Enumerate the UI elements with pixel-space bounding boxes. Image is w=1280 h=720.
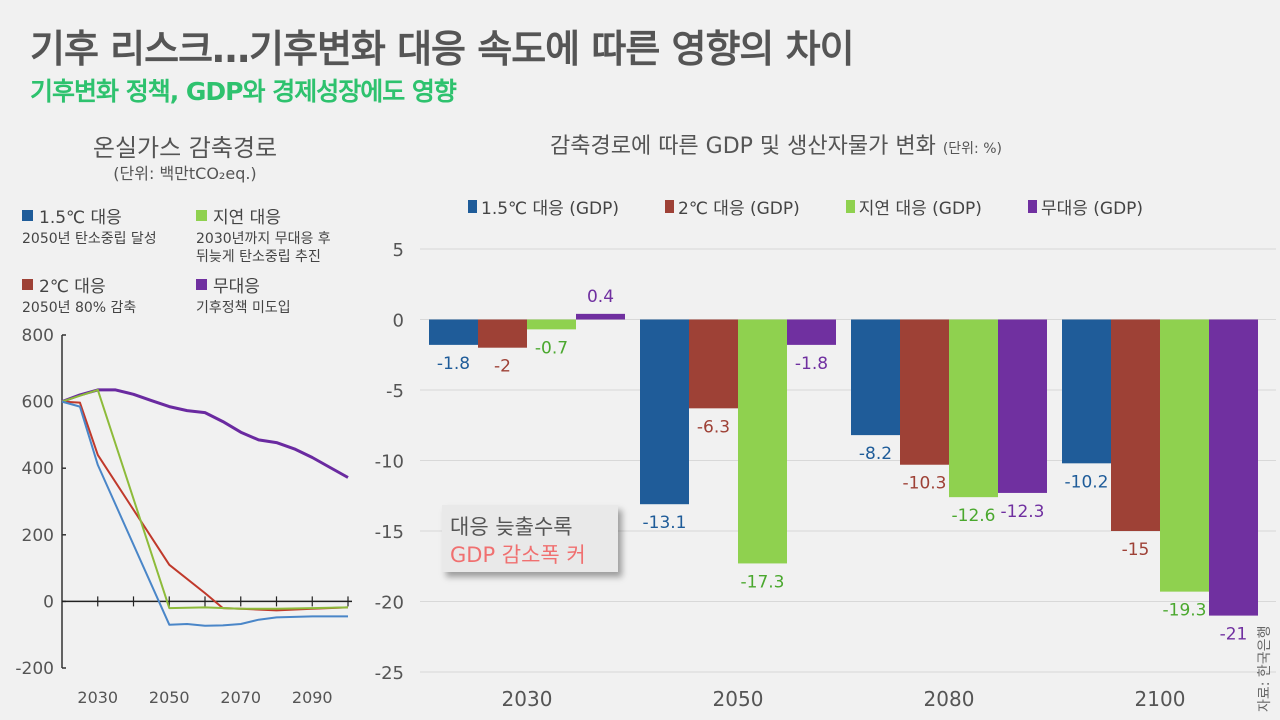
data-label: -1.8: [795, 354, 828, 374]
bar-none: [998, 319, 1047, 493]
data-label: -8.2: [859, 444, 892, 464]
data-label: -12.6: [952, 506, 996, 526]
x-category-label: 2030: [502, 687, 553, 711]
legend-swatch-icon: [1027, 200, 1037, 213]
y-tick-label: 0: [43, 592, 54, 612]
bar-legend-item: 지연 대응 (GDP): [845, 194, 982, 219]
bar-s15: [851, 319, 900, 436]
data-label: -2: [494, 357, 511, 377]
data-label: -21: [1220, 625, 1248, 645]
bar-chart-unit: (단위: %): [942, 141, 1002, 157]
legend-label: 2℃ 대응 (GDP): [678, 199, 800, 219]
bar-legend-item: 무대응 (GDP): [1027, 194, 1144, 219]
data-label: -12.3: [1001, 502, 1045, 522]
bar-chart-title-text: 감축경로에 따른 GDP 및 생산자물가 변화: [550, 134, 936, 159]
bar-s15: [640, 319, 689, 505]
line-chart-title: 온실가스 감축경로: [92, 134, 278, 162]
data-label: -13.1: [643, 513, 687, 533]
bar-s2: [1111, 319, 1160, 531]
legend-swatch-icon: [468, 200, 477, 213]
bar-delay: [949, 319, 998, 498]
x-tick-label: 2050: [149, 688, 190, 707]
y-tick-label: -5: [386, 381, 404, 402]
y-tick-label: -20: [375, 593, 404, 614]
data-label: -6.3: [697, 417, 730, 437]
x-tick-label: 2030: [77, 688, 118, 707]
x-tick-label: 2090: [292, 688, 333, 707]
x-tick-label: 2070: [220, 688, 261, 707]
data-label: -19.3: [1163, 601, 1207, 621]
bar-legend-item: 1.5℃ 대응 (GDP): [468, 194, 619, 219]
legend-label: 지연 대응 (GDP): [858, 199, 982, 219]
data-label: 0.4: [587, 287, 614, 307]
legend-label: 지연 대응: [213, 208, 281, 228]
bar-none: [576, 313, 625, 320]
x-category-label: 2050: [713, 687, 764, 711]
data-label: -15: [1122, 540, 1150, 560]
bar-none: [787, 319, 836, 345]
legend-desc: 뒤늦게 탄소중립 추진: [196, 249, 321, 265]
callout-box: 대응 늦출수록 GDP 감소폭 커: [442, 505, 618, 572]
bar-s2: [478, 319, 527, 348]
data-label: -10.3: [903, 474, 947, 494]
legend-desc: 기후정책 미도입: [196, 300, 291, 316]
y-tick-label: 800: [22, 326, 54, 346]
x-category-label: 2080: [924, 687, 975, 711]
bar-s2: [689, 319, 738, 409]
bar-delay: [1160, 319, 1209, 592]
bar-s15: [1062, 319, 1111, 464]
y-tick-label: 600: [22, 393, 54, 413]
y-tick-label: 5: [393, 240, 404, 261]
bar-none: [1209, 319, 1258, 616]
bar-delay: [527, 319, 576, 330]
y-tick-label: 400: [22, 459, 54, 479]
line-legend-item: 2℃ 대응 2050년 80% 감축: [22, 272, 136, 317]
data-label: -0.7: [535, 338, 568, 358]
legend-swatch-icon: [845, 200, 855, 213]
legend-swatch-icon: [22, 210, 33, 221]
legend-swatch-icon: [196, 279, 207, 290]
legend-swatch-icon: [196, 210, 207, 221]
data-label: -1.8: [437, 354, 470, 374]
legend-label: 2℃ 대응: [39, 277, 106, 297]
bar-chart-title: 감축경로에 따른 GDP 및 생산자물가 변화 (단위: %): [550, 128, 1002, 160]
legend-label: 1.5℃ 대응: [39, 208, 122, 228]
data-label: -17.3: [741, 572, 785, 592]
y-tick-label: 200: [22, 526, 54, 546]
legend-label: 1.5℃ 대응 (GDP): [481, 199, 619, 219]
line-legend-item: 지연 대응 2030년까지 무대응 후 뒤늦게 탄소중립 추진: [196, 203, 331, 266]
y-tick-label: -10: [375, 452, 404, 473]
y-tick-label: -15: [375, 522, 404, 543]
data-label: -10.2: [1065, 472, 1109, 492]
bar-s2: [900, 319, 949, 465]
legend-label: 무대응 (GDP): [1040, 199, 1144, 219]
callout-line1: 대응 늦출수록: [450, 515, 573, 539]
callout-line2: GDP 감소폭 커: [450, 543, 586, 567]
bar-delay: [738, 319, 787, 564]
series-line-lineDelay: [61, 388, 349, 610]
page-subtitle: 기후변화 정책, GDP와 경제성장에도 영향: [30, 77, 457, 106]
legend-swatch-icon: [665, 200, 674, 213]
y-tick-label: -25: [375, 663, 404, 684]
bar-s15: [429, 319, 478, 345]
y-tick-label: -200: [15, 659, 54, 679]
legend-desc: 2030년까지 무대응 후: [196, 231, 331, 247]
line-chart-unit: (단위: 백만tCO₂eq.): [113, 164, 257, 183]
legend-desc: 2050년 80% 감축: [22, 300, 137, 316]
legend-desc: 2050년 탄소중립 달성: [22, 231, 157, 247]
x-category-label: 2100: [1135, 687, 1186, 711]
series-line-lineNone: [61, 388, 349, 479]
line-legend-item: 1.5℃ 대응 2050년 탄소중립 달성: [22, 203, 157, 248]
y-tick-label: 0: [393, 311, 404, 332]
legend-label: 무대응: [213, 277, 260, 297]
series-line-line2: [61, 400, 349, 612]
series-line-line15: [61, 400, 348, 627]
bar-legend: 1.5℃ 대응 (GDP) 2℃ 대응 (GDP) 지연 대응 (GDP) 무대…: [468, 194, 1189, 219]
legend-swatch-icon: [22, 279, 33, 290]
source-note: 자료: 한국은행: [1257, 625, 1273, 712]
bar-legend-item: 2℃ 대응 (GDP): [665, 194, 800, 219]
page-title: 기후 리스크…기후변화 대응 속도에 따른 영향의 차이: [30, 27, 855, 71]
line-legend-item: 무대응 기후정책 미도입: [196, 272, 291, 317]
